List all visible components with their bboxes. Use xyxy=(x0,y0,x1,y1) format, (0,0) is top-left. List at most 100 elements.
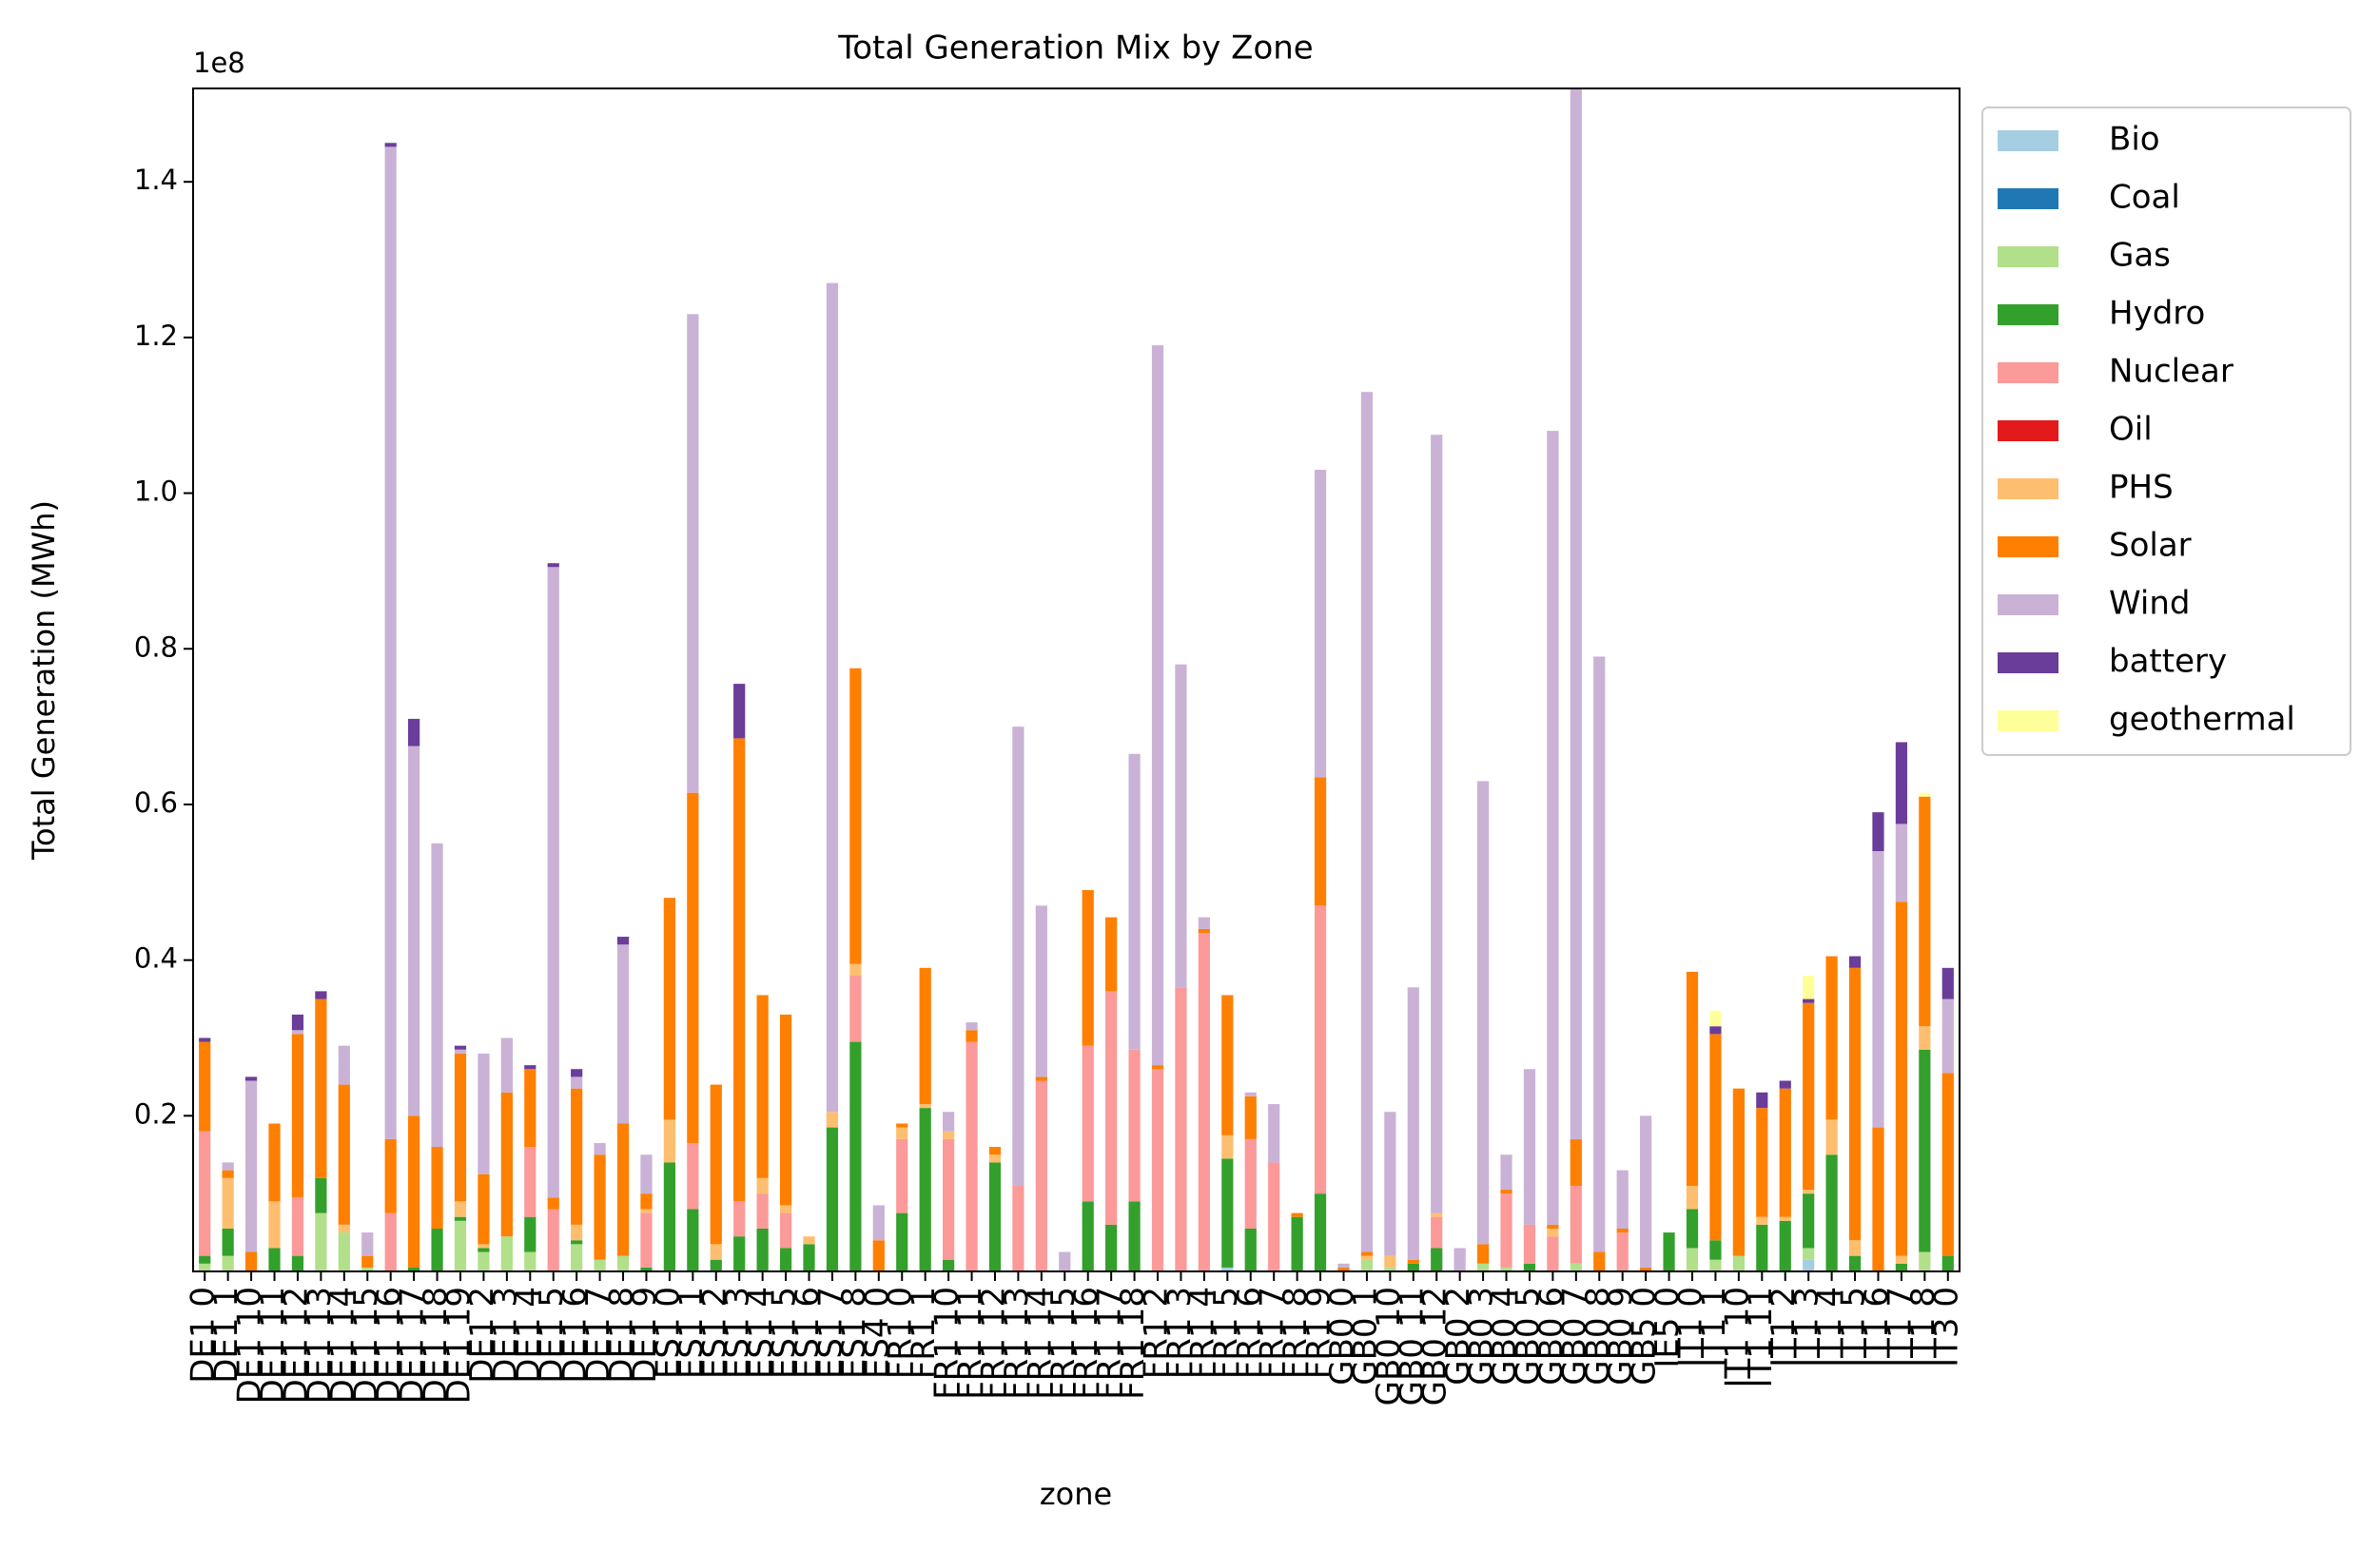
bar-segment xyxy=(1244,1138,1257,1229)
bar-segment xyxy=(478,1173,490,1245)
bar-segment xyxy=(1547,1228,1559,1237)
x-tick-label: IT1 11 xyxy=(1742,1287,1780,1388)
bar-segment xyxy=(1244,1092,1257,1096)
bar-segment xyxy=(1431,1248,1443,1271)
bar-segment xyxy=(966,1030,978,1042)
bar-segment xyxy=(943,1138,955,1260)
bar-segment xyxy=(1895,1255,1908,1264)
bar-segment xyxy=(779,1248,792,1271)
x-tick-label: FR1 13 xyxy=(998,1287,1036,1400)
bar-segment xyxy=(431,1228,443,1271)
bar-segment xyxy=(1547,1224,1559,1229)
legend-label: Gas xyxy=(2109,237,2171,275)
bar-segment xyxy=(1779,1220,1791,1271)
bar-segment xyxy=(1709,1259,1722,1271)
bar-segment xyxy=(1384,1112,1396,1256)
bar-segment xyxy=(1035,905,1047,1077)
legend-swatch xyxy=(1998,362,2058,383)
legend-swatch xyxy=(1998,246,2058,267)
x-tick-label: DE1 10 xyxy=(231,1287,269,1404)
bar-segment xyxy=(756,1177,769,1194)
x-tick-label: FR1 12 xyxy=(974,1287,1012,1400)
bar-segment xyxy=(1895,902,1908,1256)
bar-segment xyxy=(1663,1232,1675,1271)
bar-segment xyxy=(849,668,862,964)
bar-segment xyxy=(1640,1115,1652,1268)
bar-segment xyxy=(1314,905,1327,1194)
bar-segment xyxy=(803,1236,815,1245)
bar-segment xyxy=(361,1232,374,1256)
y-axis-label: Total Generation (MWh) xyxy=(26,500,62,861)
bar-segment xyxy=(1175,987,1187,1271)
bar-segment xyxy=(1779,1080,1791,1089)
x-tick-label: IT1 7 xyxy=(1881,1287,1919,1367)
legend-label: Wind xyxy=(2109,585,2190,623)
bar-segment xyxy=(1732,1255,1745,1271)
bar-segment xyxy=(849,963,862,976)
bar-segment xyxy=(640,1209,653,1213)
bar-segment xyxy=(1756,1224,1768,1271)
bar-segment xyxy=(988,1154,1002,1163)
bar-segment xyxy=(1128,1201,1141,1271)
bar-segment xyxy=(244,1076,258,1081)
x-tick-label: FR1 1 xyxy=(905,1287,943,1379)
bar-segment xyxy=(338,1045,350,1085)
bar-segment xyxy=(594,1259,606,1271)
bar-segment xyxy=(1825,1154,1838,1271)
bar-segment xyxy=(1198,928,1210,933)
bar-segment xyxy=(478,1248,490,1252)
x-tick-label: DE1 2 xyxy=(463,1287,501,1384)
bar-segment xyxy=(454,1201,467,1217)
x-tick-label: GB0 9 xyxy=(1602,1287,1640,1386)
x-tick-label: GB0 0 xyxy=(1323,1287,1361,1386)
bar-segment xyxy=(1337,1267,1350,1271)
bar-segment xyxy=(733,1201,746,1237)
bar-segment xyxy=(547,563,559,568)
bar-segment xyxy=(244,1251,258,1271)
bar-segment xyxy=(1151,1065,1164,1070)
bar-segment xyxy=(1523,1263,1536,1271)
bar-segment xyxy=(1523,1069,1536,1225)
bar-segment xyxy=(1105,1224,1118,1271)
x-tick-label: GB0 7 xyxy=(1555,1287,1593,1386)
bar-segment xyxy=(1686,1185,1699,1210)
x-tick-label: IT1 6 xyxy=(1858,1287,1896,1367)
bar-segment xyxy=(1803,1259,1815,1271)
bar-segment xyxy=(1848,956,1862,968)
x-tick-label: FR1 15 xyxy=(1044,1287,1083,1400)
bar-segment xyxy=(826,282,839,1113)
bar-segment xyxy=(687,314,699,793)
bar-segment xyxy=(291,1014,304,1031)
bar-segment xyxy=(1756,1108,1768,1217)
bar-segment xyxy=(571,1240,583,1245)
bar-segment xyxy=(1895,824,1908,902)
bar-segment xyxy=(454,1216,467,1221)
bar-segment xyxy=(1803,976,1815,999)
bar-segment xyxy=(640,1212,653,1268)
bar-segment xyxy=(199,1037,211,1042)
bar-segment xyxy=(1314,1193,1327,1271)
bar-segment xyxy=(1709,1240,1722,1260)
bar-segment xyxy=(222,1255,234,1271)
x-tick-label: DE1 18 xyxy=(417,1287,455,1404)
bar-segment xyxy=(1919,1251,1931,1271)
bar-segment xyxy=(291,1197,304,1256)
bar-segment xyxy=(547,1209,559,1271)
legend-swatch xyxy=(1998,536,2058,557)
bar-segment xyxy=(1941,998,1954,1074)
x-tick-label: FR1 10 xyxy=(928,1287,966,1400)
bar-segment xyxy=(524,1216,536,1252)
bar-segment xyxy=(222,1170,234,1178)
bar-segment xyxy=(1803,998,1815,1003)
bar-segment xyxy=(1570,1263,1582,1271)
bar-segment xyxy=(687,1209,699,1271)
bar-segment xyxy=(687,1142,699,1210)
bar-segment xyxy=(1825,956,1838,1120)
bar-segment xyxy=(1848,1240,1862,1256)
bar-segment xyxy=(408,718,420,746)
x-tick-label: DE1 12 xyxy=(277,1287,315,1404)
chart-title: Total Generation Mix by Zone xyxy=(837,29,1313,68)
x-tick-label: FR1 17 xyxy=(1091,1287,1129,1400)
x-tick-label: GB0 11 xyxy=(1393,1287,1431,1406)
